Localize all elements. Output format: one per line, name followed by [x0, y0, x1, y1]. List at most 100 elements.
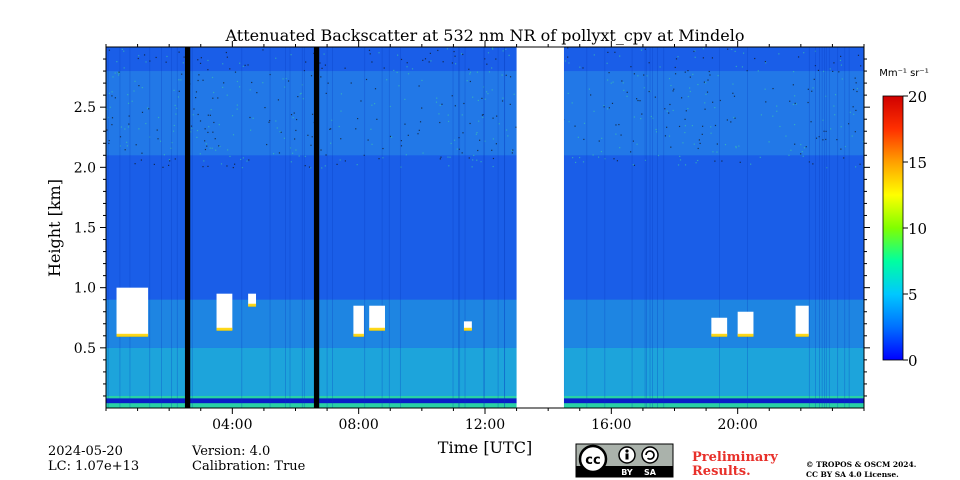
- noise-speckle: [615, 133, 617, 135]
- noise-speckle: [843, 157, 845, 159]
- noise-speckle: [204, 148, 207, 151]
- noise-speckle: [788, 154, 790, 156]
- noise-speckle: [222, 63, 224, 65]
- noise-speckle: [469, 71, 472, 73]
- signal-streak: [452, 47, 454, 408]
- noise-speckle: [659, 66, 661, 68]
- noise-speckle: [574, 161, 577, 164]
- signal-streak: [504, 47, 506, 408]
- noise-speckle: [797, 56, 800, 58]
- noise-speckle: [697, 147, 699, 150]
- noise-speckle: [405, 154, 407, 156]
- noise-speckle: [264, 106, 266, 109]
- noise-speckle: [707, 79, 709, 81]
- noise-speckle: [234, 163, 236, 165]
- noise-speckle: [697, 159, 699, 162]
- noise-speckle: [214, 138, 216, 140]
- noise-speckle: [279, 131, 281, 133]
- noise-speckle: [272, 153, 275, 155]
- noise-speckle: [792, 70, 795, 73]
- noise-speckle: [462, 53, 464, 56]
- noise-speckle: [450, 142, 452, 145]
- noise-speckle: [668, 77, 671, 80]
- noise-speckle: [141, 152, 143, 154]
- noise-speckle: [732, 92, 734, 94]
- noise-speckle: [655, 128, 657, 131]
- noise-speckle: [199, 62, 202, 65]
- noise-speckle: [509, 103, 511, 105]
- noise-speckle: [613, 158, 615, 160]
- noise-speckle: [812, 87, 814, 89]
- cloud-layer: [116, 287, 149, 336]
- noise-speckle: [472, 159, 474, 161]
- noise-speckle: [664, 108, 666, 110]
- noise-speckle: [378, 158, 380, 160]
- noise-speckle: [226, 94, 228, 96]
- noise-speckle: [350, 82, 352, 84]
- noise-speckle: [212, 97, 214, 99]
- noise-speckle: [436, 97, 438, 99]
- noise-speckle: [833, 62, 835, 64]
- noise-speckle: [114, 97, 116, 99]
- noise-speckle: [382, 157, 384, 159]
- sa-label: SA: [644, 468, 657, 477]
- plot-area: [106, 47, 864, 408]
- noise-speckle: [810, 121, 812, 123]
- cloud-layer: [216, 293, 233, 330]
- noise-speckle: [178, 79, 180, 81]
- noise-speckle: [451, 62, 454, 64]
- y-tick-label: 1.5: [74, 221, 96, 237]
- noise-speckle: [604, 158, 606, 160]
- noise-speckle: [705, 93, 707, 95]
- noise-speckle: [282, 78, 284, 80]
- signal-streak: [303, 47, 305, 408]
- noise-speckle: [607, 79, 609, 81]
- noise-speckle: [310, 167, 312, 169]
- noise-speckle: [813, 78, 815, 80]
- noise-speckle: [836, 139, 838, 141]
- noise-speckle: [829, 68, 831, 70]
- noise-speckle: [478, 120, 480, 122]
- noise-speckle: [180, 79, 182, 81]
- noise-speckle: [134, 163, 136, 165]
- noise-speckle: [472, 96, 474, 98]
- noise-speckle: [106, 108, 108, 110]
- noise-speckle: [149, 60, 151, 62]
- noise-speckle: [608, 107, 610, 109]
- noise-speckle: [134, 80, 136, 82]
- noise-speckle: [355, 128, 357, 130]
- noise-speckle: [564, 60, 567, 62]
- noise-speckle: [231, 115, 234, 117]
- noise-speckle: [790, 149, 792, 151]
- noise-speckle: [182, 62, 184, 64]
- noise-speckle: [567, 56, 569, 58]
- noise-speckle: [476, 71, 479, 73]
- noise-speckle: [825, 130, 827, 133]
- noise-speckle: [826, 167, 828, 169]
- noise-speckle: [138, 55, 140, 57]
- noise-speckle: [833, 105, 835, 107]
- signal-streak: [289, 47, 291, 408]
- noise-speckle: [295, 129, 297, 132]
- noise-speckle: [390, 136, 393, 138]
- noise-speckle: [223, 82, 225, 84]
- noise-speckle: [166, 55, 168, 58]
- noise-speckle: [168, 164, 170, 167]
- noise-speckle: [668, 135, 671, 137]
- noise-speckle: [370, 128, 372, 130]
- noise-speckle: [454, 105, 456, 107]
- noise-speckle: [588, 88, 591, 90]
- noise-speckle: [643, 74, 645, 76]
- colorbar-tick-label: 0: [908, 352, 918, 370]
- noise-speckle: [419, 121, 422, 123]
- noise-speckle: [840, 126, 842, 128]
- noise-speckle: [227, 149, 229, 151]
- x-axis: 04:00 08:00 12:00 16:00 20:00: [105, 41, 865, 433]
- noise-speckle: [849, 111, 851, 113]
- noise-speckle: [311, 113, 314, 115]
- noise-speckle: [242, 65, 244, 67]
- noise-speckle: [601, 137, 603, 139]
- signal-streak: [326, 47, 328, 408]
- noise-speckle: [484, 98, 486, 100]
